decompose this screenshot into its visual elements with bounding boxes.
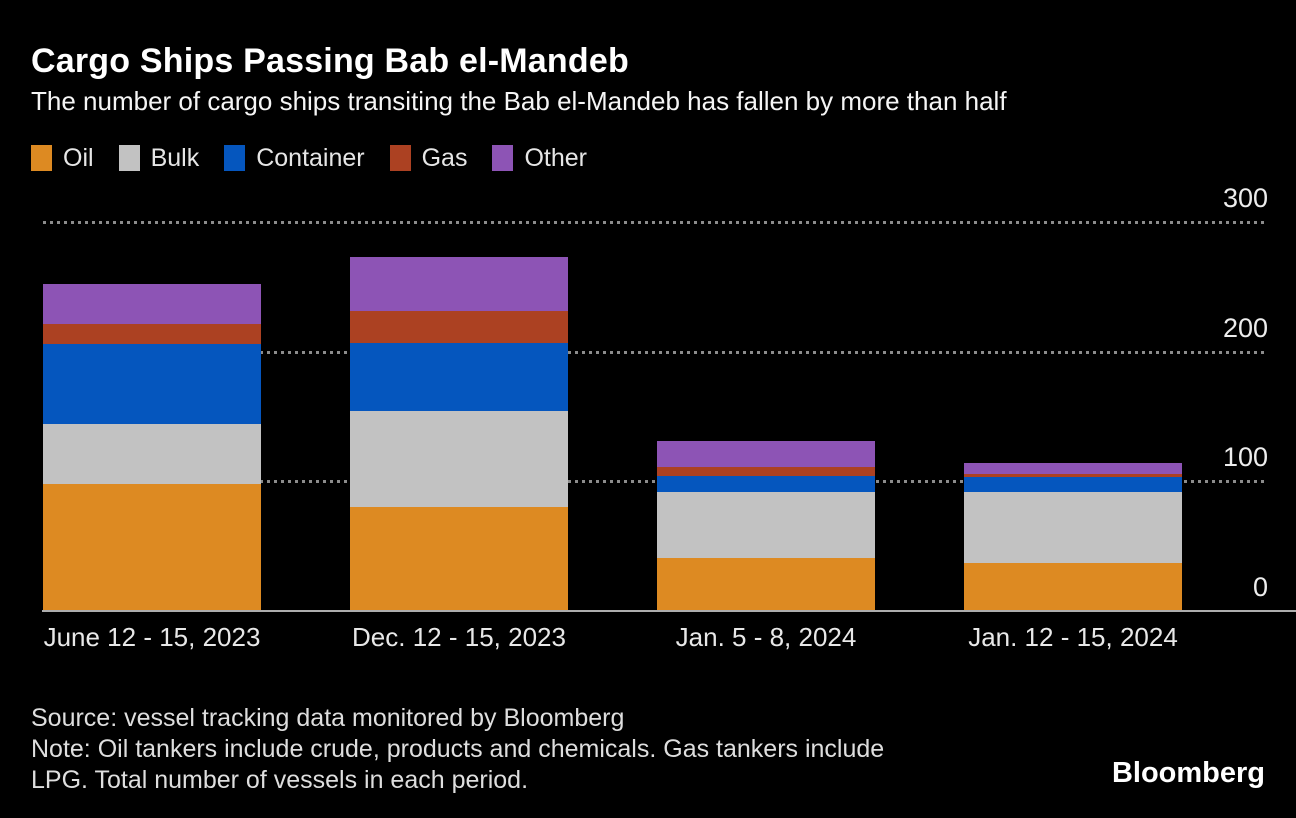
bar-segment-oil-2 (350, 507, 568, 611)
bar-segment-other-1 (43, 284, 261, 325)
legend-label-gas: Gas (421, 143, 468, 172)
gridline-200 (43, 350, 1265, 354)
bar-segment-oil-4 (964, 563, 1182, 611)
y-tick-label-300: 300 (1222, 183, 1268, 213)
bar-segment-bulk-1 (43, 424, 261, 484)
legend-swatch-other (492, 145, 514, 171)
legend: Oil Bulk Container Gas Other (31, 143, 612, 173)
bloomberg-logo: Bloomberg (1111, 757, 1265, 789)
legend-item-container: Container (224, 143, 365, 173)
legend-item-oil: Oil (31, 144, 94, 173)
x-axis-label-3: Jan. 5 - 8, 2024 (675, 622, 857, 652)
gridline-300 (43, 221, 1265, 224)
bar-segment-bulk-2 (350, 411, 568, 508)
legend-item-other: Other (492, 144, 587, 173)
x-axis-label-2: Dec. 12 - 15, 2023 (352, 622, 566, 652)
bar-segment-other-2 (350, 257, 568, 312)
legend-label-bulk: Bulk (150, 143, 200, 172)
legend-label-other: Other (524, 143, 587, 172)
gridline-100 (43, 480, 1265, 484)
footnote-line-2: LPG. Total number of vessels in each per… (31, 766, 529, 794)
bar-segment-gas-2 (350, 311, 568, 343)
legend-label-container: Container (256, 143, 365, 172)
chart-subtitle: The number of cargo ships transiting the… (31, 86, 1007, 116)
y-tick-label-200: 200 (1222, 312, 1268, 343)
chart-title: Cargo Ships Passing Bab el-Mandeb (31, 42, 629, 80)
bar-segment-other-3 (657, 441, 875, 468)
x-axis-line (42, 610, 1296, 612)
source-note: Source: vessel tracking data monitored b… (31, 704, 625, 732)
legend-item-gas: Gas (389, 143, 468, 173)
bar-segment-other-4 (964, 463, 1182, 474)
bar-segment-gas-3 (657, 467, 875, 477)
bar-segment-oil-3 (657, 557, 875, 611)
legend-item-bulk: Bulk (118, 143, 200, 173)
bar-segment-gas-1 (43, 324, 261, 344)
bar-segment-container-2 (350, 342, 568, 412)
legend-label-oil: Oil (63, 143, 94, 172)
y-tick-label-0: 0 (1252, 572, 1268, 602)
bar-segment-gas-4 (964, 473, 1182, 478)
bar-segment-oil-1 (43, 483, 261, 611)
bar-segment-container-3 (657, 476, 875, 492)
bar-segment-bulk-4 (964, 491, 1182, 564)
bar-segment-container-4 (964, 477, 1182, 492)
legend-swatch-bulk (118, 145, 140, 171)
legend-swatch-oil (31, 145, 52, 171)
y-tick-label-100: 100 (1222, 442, 1268, 473)
bar-segment-bulk-3 (657, 491, 875, 558)
x-axis-label-1: June 12 - 15, 2023 (43, 622, 261, 652)
legend-swatch-gas (389, 145, 411, 171)
bar-segment-container-1 (43, 343, 261, 425)
footnote-line-1: Note: Oil tankers include crude, product… (31, 735, 885, 763)
x-axis-label-4: Jan. 12 - 15, 2024 (968, 622, 1178, 652)
legend-swatch-container (224, 145, 246, 171)
